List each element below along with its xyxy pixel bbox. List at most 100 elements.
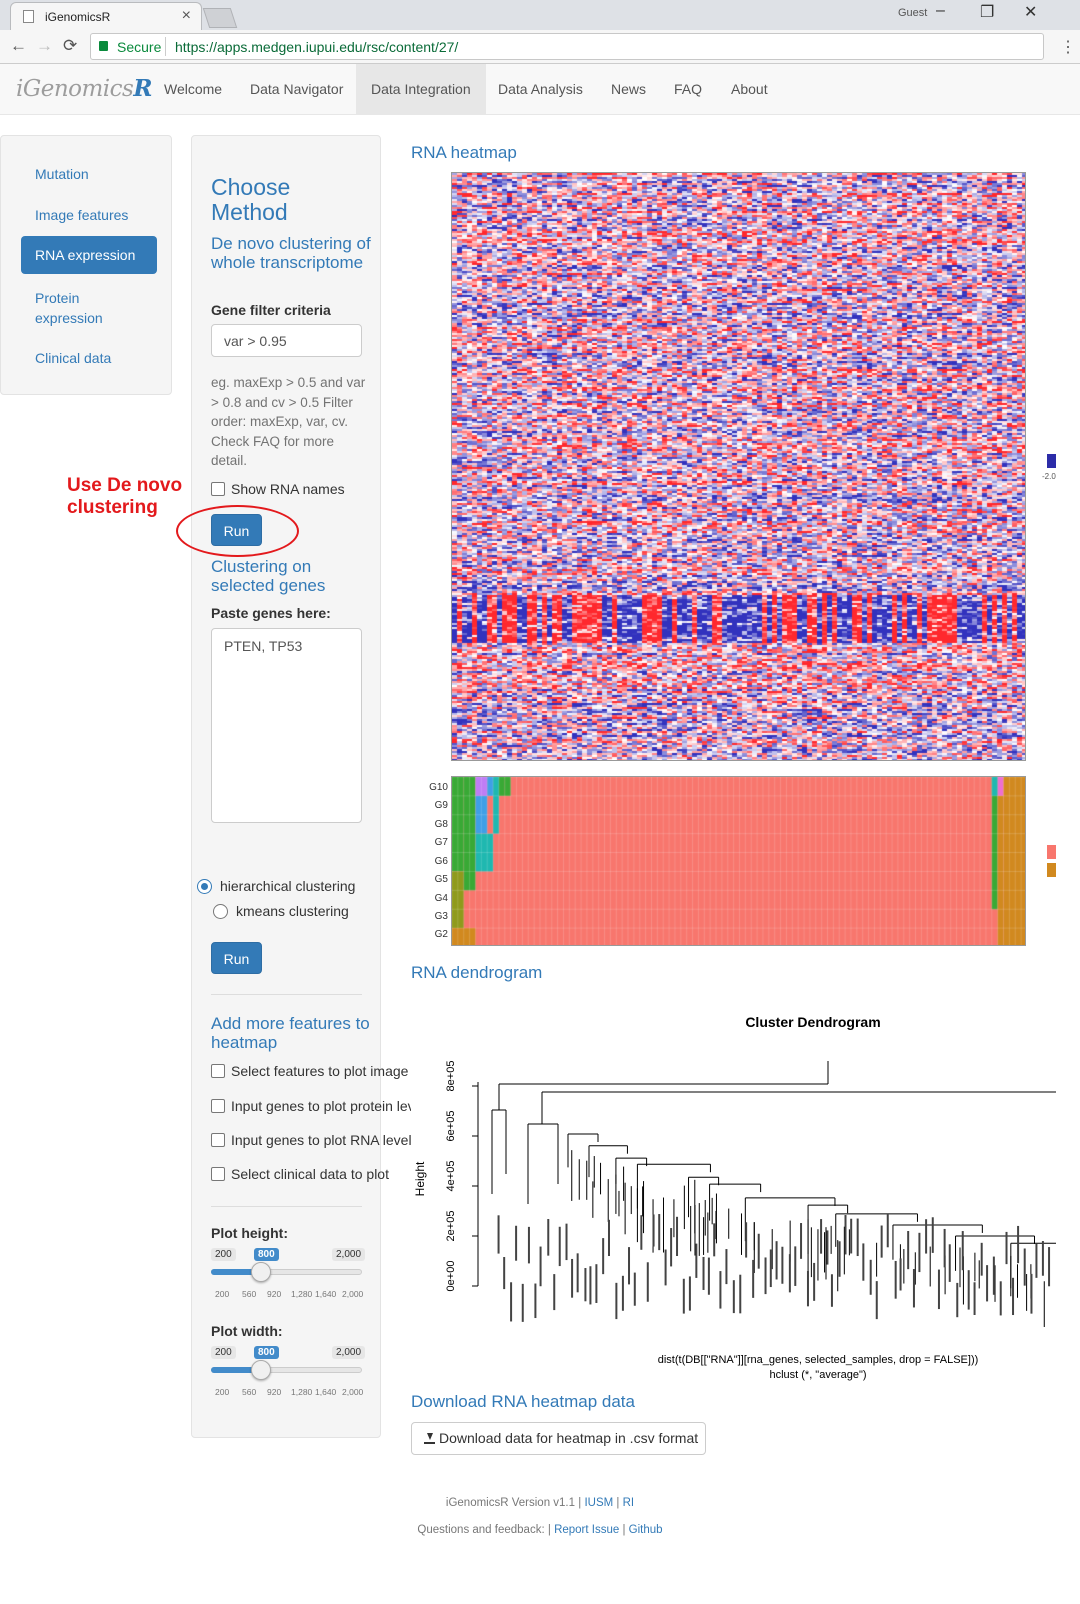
paste-genes-label: Paste genes here: [211,605,331,621]
footer-link-ri[interactable]: RI [622,1497,635,1509]
nav-data-analysis[interactable]: Data Analysis [498,81,583,97]
protein-genes-checkbox[interactable]: Input genes to plot protein levels [211,1098,411,1114]
dendro-leaf-label [682,1278,685,1314]
url-field[interactable]: Secure https://apps.medgen.iupui.edu/rsc… [90,33,1044,60]
dendro-leaf-label [894,1260,897,1299]
footer-link-iusm[interactable]: IUSM [584,1497,614,1509]
reload-icon[interactable]: ⟳ [63,36,78,55]
cluster-row-label: G2 [434,929,448,940]
nav-faq[interactable]: FAQ [674,81,703,97]
radio-hierarchical[interactable]: hierarchical clustering [197,878,355,894]
browser-tab[interactable]: iGenomicsR × [10,2,202,30]
restore-icon[interactable]: ❐ [980,4,995,21]
footer-link-report[interactable]: Report Issue [554,1524,620,1536]
secure-label: Secure [117,39,162,55]
slider-tick: 1,640 [315,1289,337,1299]
slider-value: 800 [254,1346,279,1359]
slider-tick: 200 [215,1289,230,1299]
dendro-leaf-label [850,1218,853,1254]
dendro-leaf-label [757,1233,760,1269]
radio-kmeans[interactable]: kmeans clustering [213,903,349,919]
dendro-leaf-label [515,1225,518,1261]
sidebar-item-image-features[interactable]: Image features [35,207,129,223]
nav-data-integration[interactable]: Data Integration [356,64,486,114]
control-panel: Choose Method De novo clustering of whol… [191,135,411,1438]
download-title: Download RNA heatmap data [411,1392,635,1411]
sidebar-item-mutation[interactable]: Mutation [35,166,89,182]
nav-welcome[interactable]: Welcome [164,81,223,97]
gene-filter-input[interactable]: var > 0.95 [211,324,362,357]
new-tab-button[interactable] [202,8,238,28]
profile-name[interactable]: Guest [898,7,928,19]
selected-genes-title: Clustering on selected genes [211,557,326,595]
radio-dot[interactable] [213,904,228,919]
slider-tick: 560 [242,1387,257,1397]
dendro-leaf-label [862,1243,865,1281]
rna-genes-checkbox[interactable]: Input genes to plot RNA levels [211,1132,411,1148]
nav-about[interactable]: About [731,81,768,97]
close-tab-icon[interactable]: × [181,7,191,24]
back-icon[interactable]: ← [10,36,27,55]
app-navbar: iGenomicsR Welcome Data Navigator Data I… [0,64,1080,115]
sidebar-item-clinical-data[interactable]: Clinical data [35,350,112,366]
plot-width-slider[interactable]: 200 800 2,000 200 560 920 1,280 1,640 2,… [211,1346,366,1406]
brand-logo[interactable]: iGenomicsR [16,75,152,102]
dendro-leaf-label [912,1269,915,1308]
slider-tick: 560 [242,1289,257,1299]
radio-dot[interactable] [197,879,212,894]
show-rna-names-checkbox[interactable]: Show RNA names [211,481,411,497]
nav-data-navigator[interactable]: Data Navigator [250,81,344,97]
slider-value: 800 [254,1248,279,1261]
dendro-leaf-label [745,1222,748,1258]
url-text[interactable]: https://apps.medgen.iupui.edu/rsc/conten… [175,39,459,55]
slider-handle[interactable] [251,1360,272,1380]
minimize-icon[interactable]: – [936,2,945,19]
checkbox-label: Select features to plot image data [231,1063,411,1079]
slider-min: 200 [211,1248,236,1261]
genes-textarea[interactable]: PTEN, TP53 [211,628,362,823]
sidebar-item-rna-expression[interactable]: RNA expression [21,236,157,274]
dendro-leaf-label [973,1282,976,1315]
footer-link-github[interactable]: Github [628,1524,663,1536]
download-csv-button[interactable]: Download data for heatmap in .csv format [411,1422,706,1455]
divider [211,994,362,995]
dendro-leaf-label [527,1226,530,1264]
menu-icon[interactable]: ⋮ [1060,39,1076,56]
filter-help-text: eg. maxExp > 0.5 and var > 0.8 and cv > … [211,375,366,468]
checkbox-box[interactable] [211,1167,225,1181]
page-icon [23,10,34,23]
checkbox-box[interactable] [211,482,225,496]
slider-tick: 200 [215,1387,230,1397]
dendro-leaf-label [633,1272,636,1306]
clinical-data-checkbox[interactable]: Select clinical data to plot [211,1166,411,1182]
dendro-leaf-label [695,1243,698,1278]
dendro-leaf-label [607,1219,610,1257]
dendro-leaf-label [1023,1248,1026,1286]
checkbox-box[interactable] [211,1133,225,1147]
run-selected-button[interactable]: Run [211,942,262,974]
image-features-checkbox[interactable]: Select features to plot image data [211,1063,411,1079]
radio-label: kmeans clustering [236,903,349,919]
dendro-leaf-label [880,1225,883,1258]
heatmap-legend-swatch [1047,454,1056,468]
plot-height-slider[interactable]: 200 800 2,000 200 560 920 1,280 1,640 2,… [211,1248,366,1308]
slider-handle[interactable] [251,1262,272,1282]
dendro-leaf-label [553,1274,556,1311]
dendro-leaf-label [931,1217,934,1253]
checkbox-box[interactable] [211,1064,225,1078]
tab-title: iGenomicsR [45,10,111,24]
dendrogram-plot: Cluster Dendrogram Height 0e+00 2e+05 4e… [408,1004,1056,1388]
cluster-assignment-bar [451,776,1026,946]
dendro-leaf-label [658,1214,661,1251]
dendro-leaf-label [628,1247,631,1285]
checkbox-box[interactable] [211,1099,225,1113]
sidebar-item-protein-expression[interactable]: Protein expression [35,290,103,326]
footer-sep: | [578,1497,582,1509]
dendro-leaf-label [1030,1273,1033,1314]
slider-tick: 2,000 [342,1387,364,1397]
annotation-circle [176,505,299,557]
close-window-icon[interactable]: ✕ [1024,4,1038,21]
forward-icon[interactable]: → [36,36,53,55]
nav-news[interactable]: News [611,81,647,97]
dendro-leaf-label [688,1276,691,1311]
